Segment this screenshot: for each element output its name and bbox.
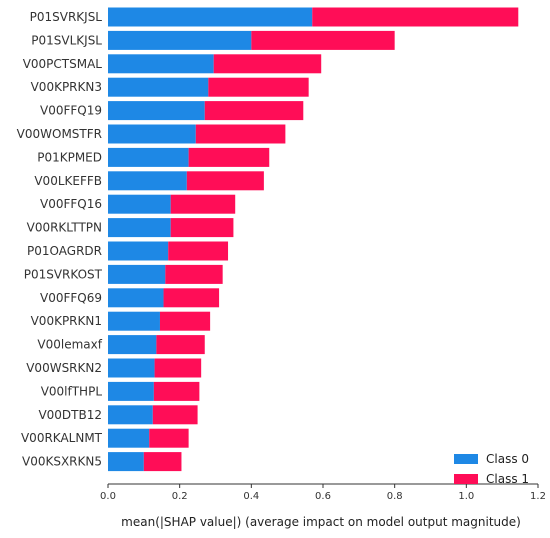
- feature-label-v00dtb12: V00DTB12: [38, 408, 102, 422]
- bar-p01kpmed-class-1: [188, 147, 270, 167]
- bar-p01svrkost-class-0: [108, 264, 166, 284]
- bar-p01svlkjsl-class-1: [251, 30, 395, 50]
- bar-v00wsrkn2-class-1: [154, 358, 202, 378]
- bar-v00lfthpl-class-1: [153, 381, 200, 401]
- legend-swatch-class-1: [454, 474, 478, 484]
- bar-v00rklttpn-class-0: [108, 218, 171, 238]
- bar-v00ksxrkn5-class-1: [143, 452, 182, 472]
- x-tick-label: 0.0: [100, 491, 116, 502]
- bar-v00pctsmal-class-1: [213, 54, 322, 74]
- bar-v00lemaxf-class-0: [108, 335, 157, 355]
- bar-v00ffq16-class-1: [170, 194, 236, 214]
- feature-label-v00wsrkn2: V00WSRKN2: [26, 361, 102, 375]
- feature-label-v00kprkn1: V00KPRKN1: [31, 314, 102, 328]
- x-tick-label: 0.4: [243, 491, 259, 502]
- bar-v00ffq69-class-0: [108, 288, 164, 308]
- legend-label-class-0: Class 0: [486, 452, 529, 466]
- bar-p01oagrdr-class-1: [168, 241, 229, 261]
- feature-label-p01svrkost: P01SVRKOST: [24, 267, 103, 281]
- bar-v00ffq19-class-1: [204, 101, 304, 121]
- x-axis-title: mean(|SHAP value|) (average impact on mo…: [121, 515, 521, 529]
- bar-v00lkeffb-class-0: [108, 171, 187, 191]
- bar-v00kprkn1-class-0: [108, 311, 160, 331]
- bar-v00kprkn1-class-1: [159, 311, 211, 331]
- bar-v00kprkn3-class-1: [208, 77, 309, 97]
- bar-v00ffq69-class-1: [163, 288, 220, 308]
- bar-v00ffq16-class-0: [108, 194, 171, 214]
- bar-p01svrkjsl-class-1: [312, 7, 519, 27]
- bar-v00lfthpl-class-0: [108, 381, 154, 401]
- feature-label-p01kpmed: P01KPMED: [37, 150, 102, 164]
- bar-v00womstfr-class-0: [108, 124, 196, 144]
- bar-v00dtb12-class-0: [108, 405, 153, 425]
- bar-p01svlkjsl-class-0: [108, 30, 252, 50]
- bar-p01kpmed-class-0: [108, 147, 189, 167]
- feature-label-v00lfthpl: V00lfTHPL: [41, 384, 103, 398]
- bar-v00rkalnmt-class-0: [108, 428, 150, 448]
- bar-v00pctsmal-class-0: [108, 54, 214, 74]
- feature-label-v00lkeffb: V00LKEFFB: [34, 174, 102, 188]
- bar-p01oagrdr-class-0: [108, 241, 169, 261]
- bar-v00ffq19-class-0: [108, 101, 205, 121]
- feature-label-p01svlkjsl: P01SVLKJSL: [31, 33, 102, 47]
- x-tick-label: 1.2: [530, 491, 546, 502]
- feature-label-v00rklttpn: V00RKLTTPN: [27, 221, 102, 235]
- bar-v00rklttpn-class-1: [170, 218, 234, 238]
- bar-v00lkeffb-class-1: [186, 171, 264, 191]
- feature-label-p01oagrdr: P01OAGRDR: [27, 244, 102, 258]
- feature-label-v00kprkn3: V00KPRKN3: [31, 80, 102, 94]
- legend: Class 0 Class 1: [454, 452, 529, 486]
- feature-label-v00ffq19: V00FFQ19: [40, 104, 102, 118]
- bar-v00womstfr-class-1: [195, 124, 286, 144]
- legend-label-class-1: Class 1: [486, 472, 529, 486]
- feature-label-v00rkalnmt: V00RKALNMT: [21, 431, 103, 445]
- feature-label-v00ksxrkn5: V00KSXRKN5: [22, 455, 102, 469]
- bar-p01svrkjsl-class-0: [108, 7, 313, 27]
- feature-label-v00pctsmal: V00PCTSMAL: [23, 57, 103, 71]
- feature-label-v00ffq69: V00FFQ69: [40, 291, 102, 305]
- bar-p01svrkost-class-1: [165, 264, 223, 284]
- x-tick-label: 0.2: [172, 491, 188, 502]
- x-tick-label: 1.0: [458, 491, 474, 502]
- bar-v00dtb12-class-1: [152, 405, 198, 425]
- x-ticks-group: 0.0 0.2 0.4 0.6 0.8 1.0 1.2: [100, 484, 546, 502]
- feature-label-v00lemaxf: V00lemaxf: [37, 338, 102, 352]
- bar-v00wsrkn2-class-0: [108, 358, 155, 378]
- x-tick-label: 0.8: [387, 491, 403, 502]
- feature-label-v00womstfr: V00WOMSTFR: [17, 127, 102, 141]
- bar-v00rkalnmt-class-1: [149, 428, 189, 448]
- feature-label-p01svrkjsl: P01SVRKJSL: [30, 10, 103, 24]
- x-tick-label: 0.6: [315, 491, 331, 502]
- feature-label-v00ffq16: V00FFQ16: [40, 197, 102, 211]
- bar-v00kprkn3-class-0: [108, 77, 209, 97]
- bar-v00ksxrkn5-class-0: [108, 452, 144, 472]
- legend-swatch-class-0: [454, 454, 478, 464]
- bars-group: [108, 7, 519, 472]
- feature-labels-group: P01SVRKJSL P01SVLKJSL V00PCTSMAL V00KPRKN3 V…: [17, 10, 103, 469]
- bar-v00lemaxf-class-1: [156, 335, 205, 355]
